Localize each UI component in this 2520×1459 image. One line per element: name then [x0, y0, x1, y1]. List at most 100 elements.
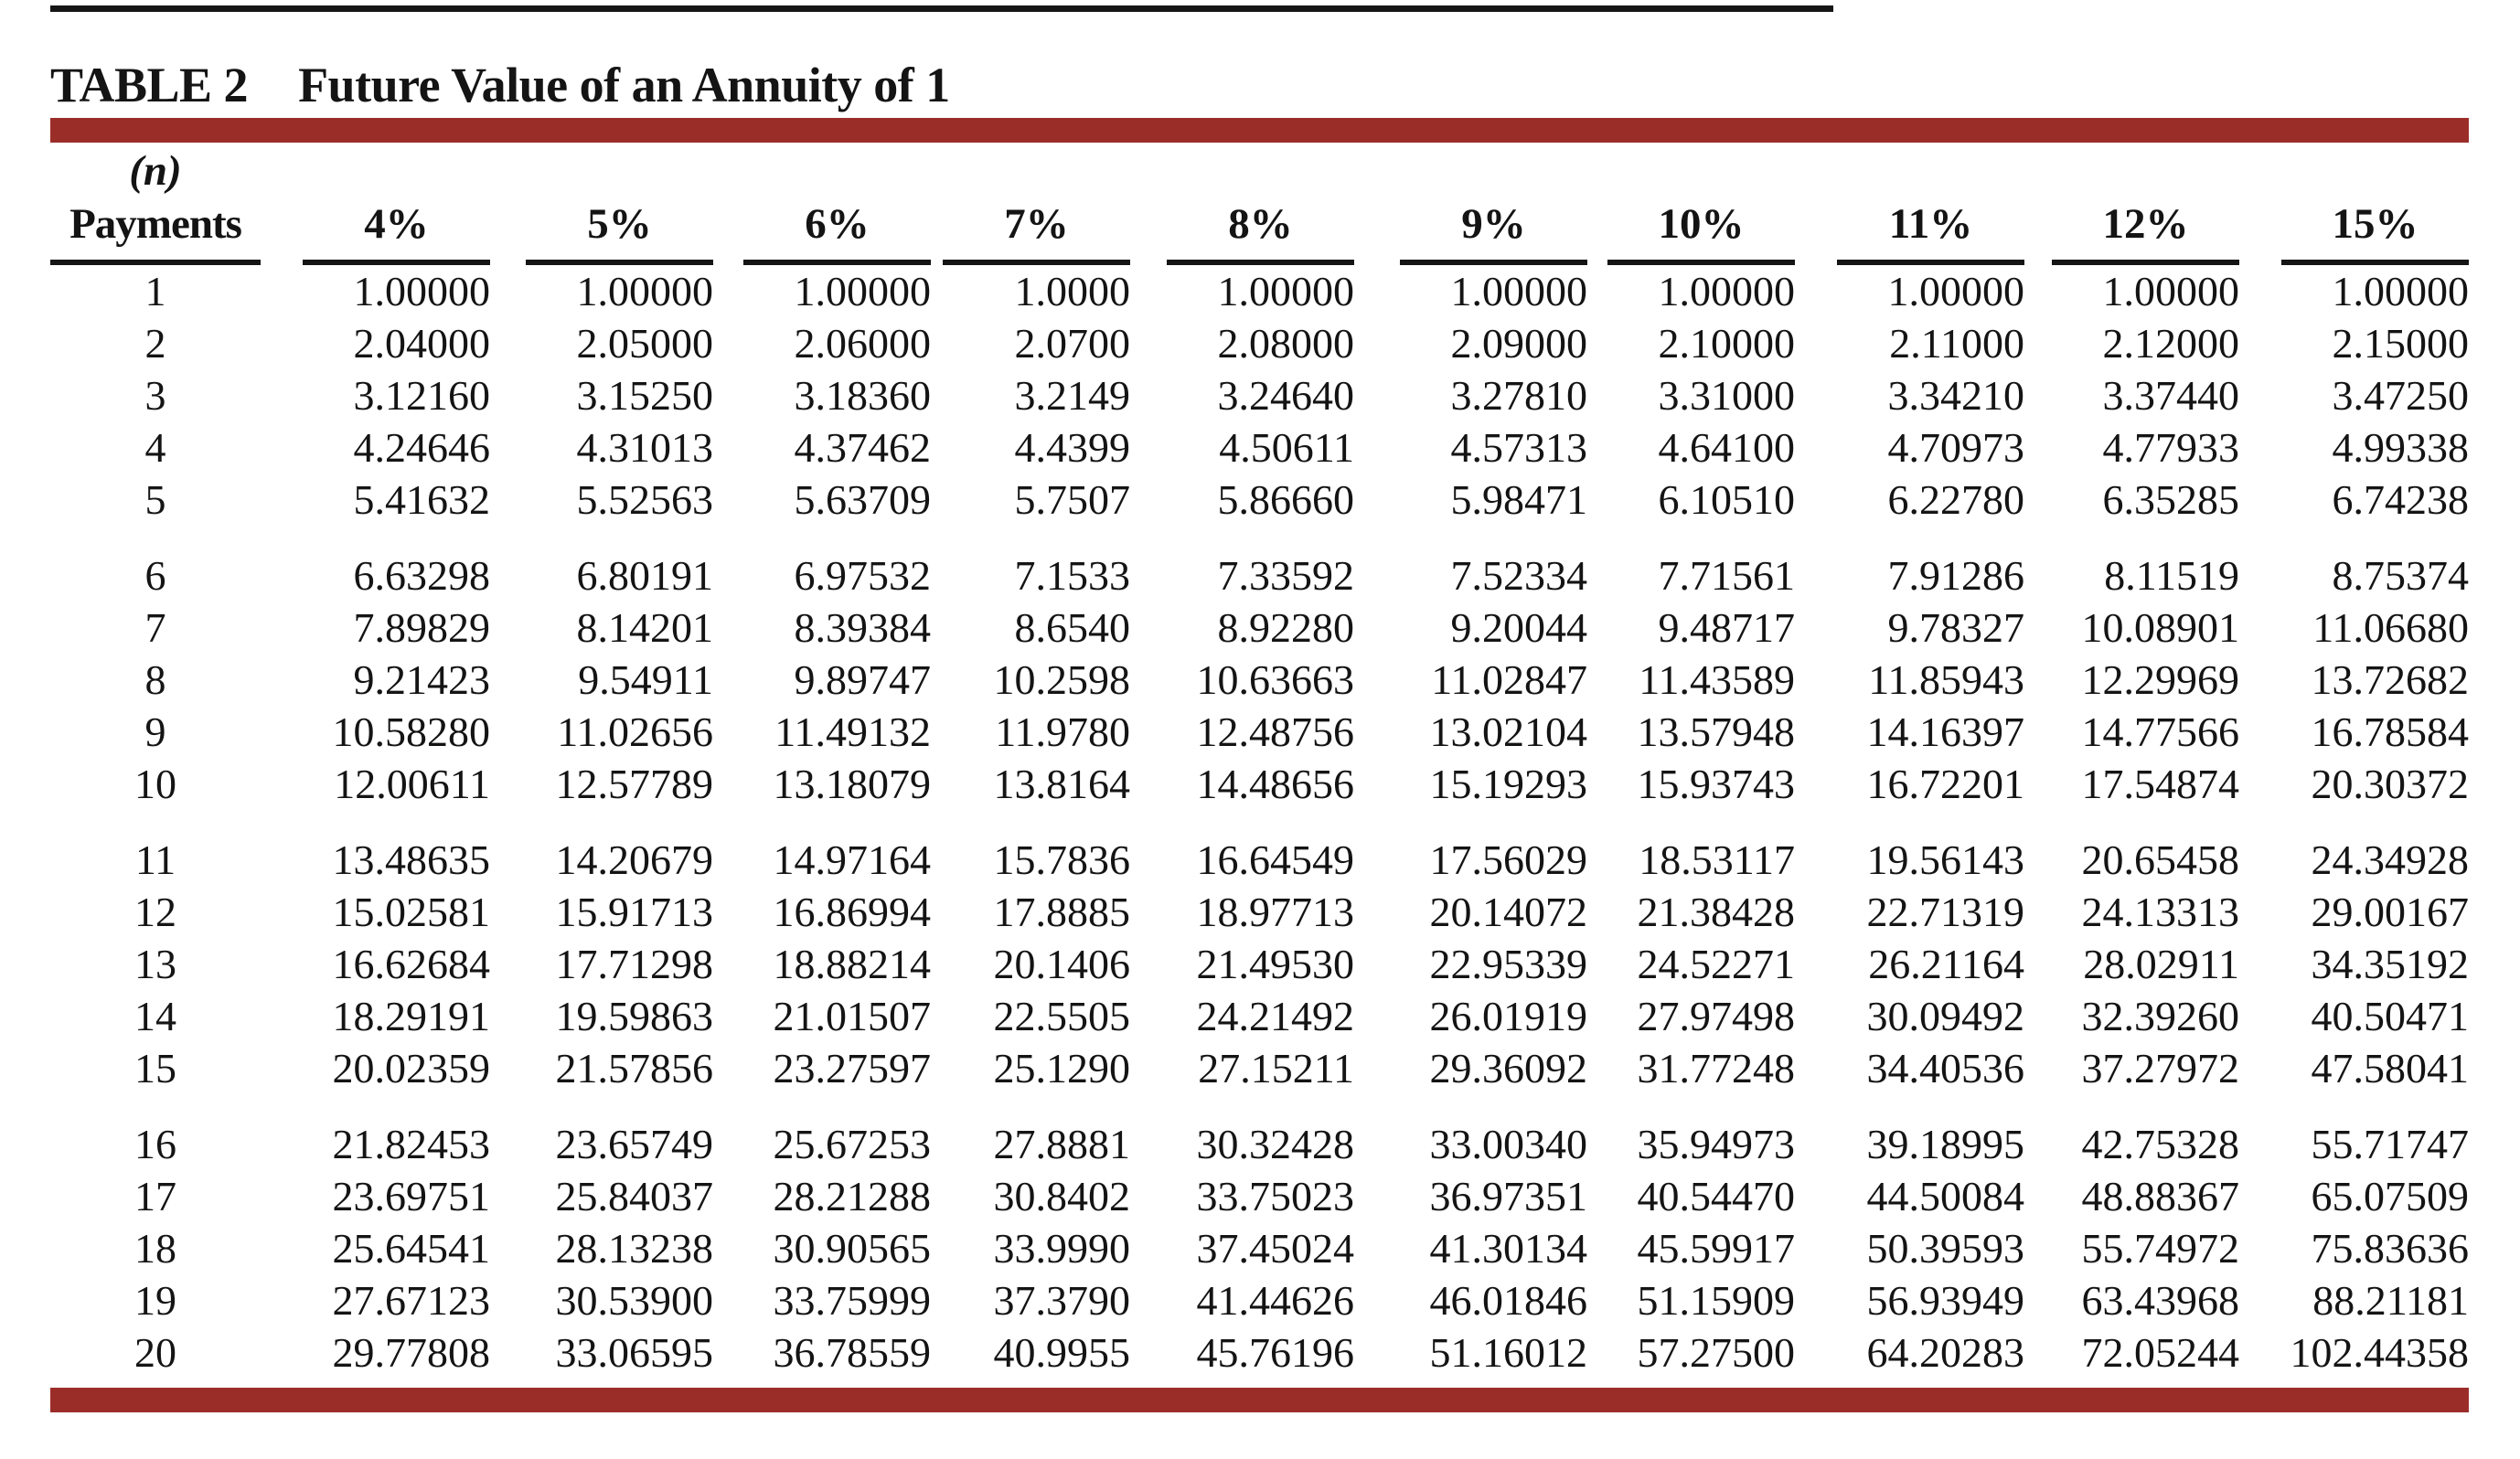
factor-value-cell: 23.27597	[773, 1045, 932, 1092]
factor-value-cell: 31.77248	[1637, 1045, 1796, 1092]
table-row: 9 10.58280 11.02656 11.49132 11.9780 12.48756…	[50, 706, 2470, 758]
factor-value-cell: 2.06000	[794, 320, 932, 367]
rate-column-header: 12%	[2024, 144, 2239, 265]
factor-value-cell: 51.15909	[1637, 1277, 1796, 1324]
factor-value-cell: 34.40536	[1866, 1045, 2025, 1092]
factor-value-cell: 44.50084	[1866, 1173, 2025, 1219]
factor-value-cell: 27.8881	[993, 1121, 1131, 1167]
factor-value-cell: 19.59863	[555, 993, 714, 1039]
n-payments-cell: 11	[134, 836, 176, 883]
factor-value-cell: 5.98471	[1450, 476, 1588, 523]
n-payments-cell: 2	[144, 320, 166, 367]
factor-value-cell: 12.29969	[2081, 656, 2240, 703]
factor-value-cell: 64.20283	[1866, 1329, 2025, 1376]
factor-value-cell: 33.00340	[1429, 1121, 1588, 1167]
factor-value-cell: 11.9780	[995, 708, 1130, 755]
factor-value-cell: 3.47250	[2332, 372, 2470, 419]
factor-value-cell: 5.7507	[1014, 476, 1131, 523]
factor-value-cell: 27.97498	[1637, 993, 1796, 1039]
factor-value-cell: 12.00611	[334, 761, 490, 807]
factor-value-cell: 37.45024	[1196, 1225, 1355, 1272]
rate-header-label: 4%	[303, 199, 490, 265]
n-payments-cell: 18	[134, 1225, 176, 1272]
factor-value-cell: 4.99338	[2332, 424, 2470, 471]
table-row: 8 9.21423 9.54911 9.89747 10.2598 10.63663 11.…	[50, 654, 2470, 706]
factor-value-cell: 55.74972	[2081, 1225, 2240, 1272]
factor-value-cell: 46.01846	[1429, 1277, 1588, 1324]
factor-value-cell: 2.04000	[353, 320, 491, 367]
factor-value-cell: 3.31000	[1658, 372, 1796, 419]
factor-value-cell: 4.4399	[1014, 424, 1131, 471]
factor-value-cell: 21.82453	[332, 1121, 491, 1167]
factor-value-cell: 13.57948	[1637, 708, 1796, 755]
factor-value-cell: 8.92280	[1217, 604, 1355, 651]
n-payments-cell: 4	[144, 424, 166, 471]
factor-value-cell: 6.63298	[353, 552, 491, 599]
top-page-rule	[50, 5, 1833, 12]
factor-value-cell: 10.08901	[2081, 604, 2240, 651]
table-row: 15 20.02359 21.57856 23.27597 25.1290 27.1521…	[50, 1042, 2469, 1094]
factor-value-cell: 7.71561	[1658, 552, 1796, 599]
factor-value-cell: 8.14201	[576, 604, 714, 651]
factor-value-cell: 16.86994	[773, 889, 932, 935]
factor-value-cell: 56.93949	[1866, 1277, 2025, 1324]
factor-value-cell: 15.7836	[993, 836, 1131, 883]
factor-value-cell: 29.36092	[1429, 1045, 1588, 1092]
factor-value-cell: 20.65458	[2081, 836, 2240, 883]
factor-value-cell: 51.16012	[1429, 1329, 1588, 1376]
factor-value-cell: 2.09000	[1450, 320, 1588, 367]
factor-value-cell: 88.21181	[2312, 1277, 2469, 1324]
n-payments-cell: 15	[134, 1045, 176, 1092]
factor-value-cell: 15.93743	[1637, 761, 1796, 807]
n-payments-cell: 8	[144, 656, 166, 703]
factor-value-cell: 9.89747	[794, 656, 932, 703]
table-row: 17 23.69751 25.84037 28.21288 30.8402 33.7502…	[50, 1170, 2469, 1222]
rate-column-header: 11%	[1795, 144, 2024, 265]
factor-value-cell: 30.90565	[773, 1225, 932, 1272]
n-payments-cell: 5	[144, 476, 166, 523]
factor-value-cell: 5.52563	[576, 476, 714, 523]
factor-value-cell: 1.00000	[576, 268, 714, 314]
factor-value-cell: 24.52271	[1637, 941, 1796, 987]
table-row: 7 7.89829 8.14201 8.39384 8.6540 8.92280 9.200…	[50, 602, 2470, 654]
n-payments-cell: 16	[134, 1121, 176, 1167]
factor-value-cell: 36.78559	[773, 1329, 932, 1376]
table-row: 12 15.02581 15.91713 16.86994 17.8885 18.9771…	[50, 886, 2469, 938]
factor-value-cell: 9.20044	[1450, 604, 1588, 651]
bottom-accent-bar	[50, 1388, 2469, 1412]
factor-value-cell: 16.72201	[1866, 761, 2025, 807]
factor-value-cell: 5.63709	[794, 476, 932, 523]
factor-value-cell: 16.62684	[332, 941, 491, 987]
factor-value-cell: 25.64541	[332, 1225, 491, 1272]
factor-value-cell: 15.91713	[555, 889, 714, 935]
factor-value-cell: 21.49530	[1196, 941, 1355, 987]
factor-value-cell: 5.86660	[1217, 476, 1355, 523]
factor-value-cell: 5.41632	[353, 476, 491, 523]
factor-value-cell: 65.07509	[2311, 1173, 2470, 1219]
factor-value-cell: 14.77566	[2081, 708, 2240, 755]
table-row: 18 25.64541 28.13238 30.90565 33.9990 37.4502…	[50, 1222, 2469, 1274]
rate-header-label: 11%	[1837, 199, 2024, 265]
factor-value-cell: 25.67253	[773, 1121, 932, 1167]
factor-value-cell: 17.71298	[555, 941, 714, 987]
factor-value-cell: 18.88214	[773, 941, 932, 987]
factor-value-cell: 28.21288	[773, 1173, 932, 1219]
factor-value-cell: 4.37462	[794, 424, 932, 471]
factor-value-cell: 4.57313	[1450, 424, 1588, 471]
table-row: 11 13.48635 14.20679 14.97164 15.7836 16.6454…	[50, 810, 2469, 886]
factor-value-cell: 2.05000	[576, 320, 714, 367]
factor-value-cell: 13.72682	[2311, 656, 2470, 703]
factor-value-cell: 21.57856	[555, 1045, 714, 1092]
factor-value-cell: 11.85943	[1868, 656, 2024, 703]
factor-value-cell: 30.32428	[1196, 1121, 1355, 1167]
factor-value-cell: 16.78584	[2311, 708, 2470, 755]
factor-value-cell: 9.48717	[1658, 604, 1796, 651]
factor-value-cell: 41.44626	[1196, 1277, 1355, 1324]
factor-value-cell: 40.50471	[2311, 993, 2470, 1039]
table-number-label: TABLE 2	[50, 58, 249, 112]
factor-value-cell: 9.78327	[1887, 604, 2025, 651]
rate-column-header: 6%	[713, 144, 931, 265]
n-payments-cell: 19	[134, 1277, 176, 1324]
factor-value-cell: 12.57789	[555, 761, 714, 807]
n-payments-cell: 14	[134, 993, 176, 1039]
